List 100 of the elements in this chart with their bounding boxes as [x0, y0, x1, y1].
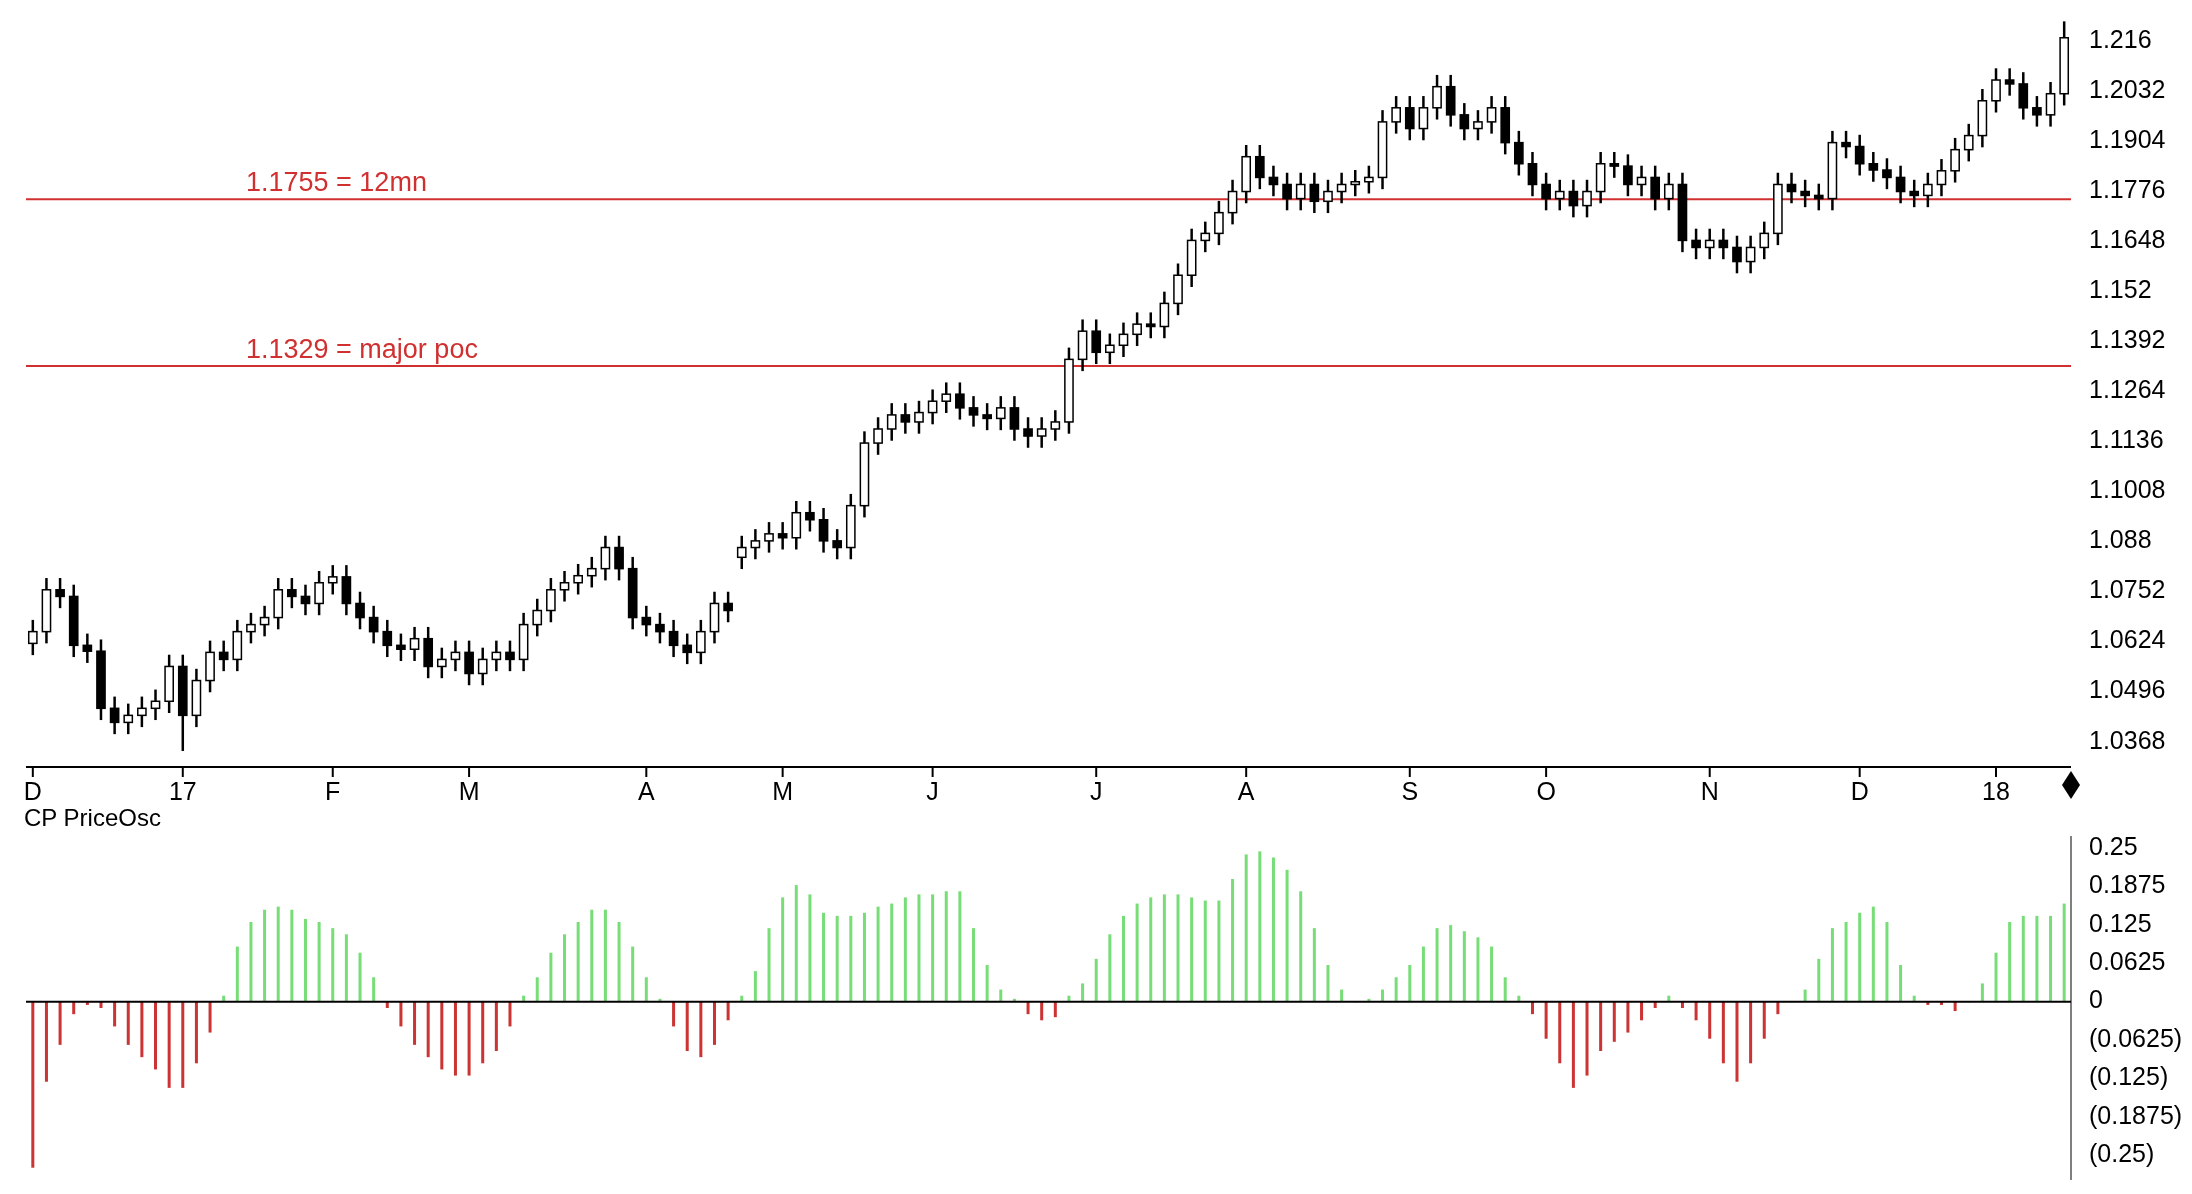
x-tick-label: M — [772, 777, 794, 805]
bar — [1571, 1001, 1575, 1088]
bar — [1462, 931, 1466, 1002]
candlestick — [314, 569, 324, 617]
candlestick — [109, 695, 120, 736]
candlestick — [1145, 311, 1156, 340]
candlestick — [436, 646, 447, 680]
candlestick — [300, 583, 311, 617]
candlestick — [1541, 171, 1551, 212]
candlestick — [477, 646, 488, 687]
x-tick-label: F — [325, 777, 341, 805]
y-tick-label: 0.125 — [2089, 908, 2152, 937]
bar — [1135, 903, 1139, 1002]
candlestick — [1309, 171, 1320, 215]
candlestick — [2032, 94, 2042, 128]
y-tick-label: 0 — [2089, 985, 2103, 1014]
candlestick — [1118, 321, 1129, 359]
y-tick-label: 1.0624 — [2089, 625, 2166, 654]
candlestick — [1636, 164, 1647, 198]
y-tick-label: (0.125) — [2089, 1062, 2169, 1091]
y-tick-label: 1.0368 — [2089, 725, 2166, 754]
candlestick — [1254, 143, 1265, 191]
y-tick-label: 1.0496 — [2089, 675, 2166, 704]
candlestick — [1732, 234, 1742, 275]
y-tick-label: 0.25 — [2089, 831, 2138, 860]
bar — [808, 894, 812, 1002]
bar — [1271, 857, 1275, 1002]
candlestick — [1132, 311, 1142, 348]
candlestick — [1650, 164, 1661, 212]
bar — [494, 1001, 498, 1051]
bar — [1762, 1001, 1766, 1039]
bar — [862, 912, 866, 1002]
candlestick — [1159, 290, 1170, 340]
candlestick — [2045, 80, 2056, 128]
candlestick — [259, 604, 270, 638]
y-tick-label: 1.216 — [2089, 24, 2152, 53]
bar — [1585, 1001, 1589, 1076]
candlestick — [886, 401, 897, 442]
bar — [958, 891, 962, 1002]
bar — [1817, 958, 1821, 1002]
candlestick — [382, 618, 393, 659]
bar — [208, 1001, 212, 1033]
candlestick — [1473, 108, 1483, 142]
bar — [303, 918, 307, 1002]
candlestick — [968, 394, 979, 428]
bar — [413, 1001, 417, 1045]
bar — [1408, 965, 1412, 1002]
bar — [985, 965, 989, 1002]
bar — [358, 952, 362, 1002]
bar — [1544, 1001, 1548, 1039]
x-tick-label: A — [1237, 777, 1255, 805]
bar — [317, 922, 321, 1002]
y-tick-label: 1.088 — [2089, 525, 2152, 554]
candlestick — [355, 590, 365, 631]
y-tick-label: 1.1648 — [2089, 224, 2166, 253]
candlestick — [1582, 178, 1592, 219]
bar — [1040, 1001, 1044, 1021]
bar — [399, 1001, 403, 1027]
chart-title: CP PriceOsc — [24, 804, 161, 831]
candlestick — [900, 401, 911, 435]
bar — [58, 1001, 62, 1045]
candlestick — [123, 702, 134, 736]
candlestick — [927, 388, 938, 426]
candlestick — [750, 527, 761, 561]
candlestick — [559, 569, 570, 603]
candlestick — [1486, 94, 1497, 135]
candlestick — [1841, 129, 1851, 160]
bar — [931, 894, 935, 1002]
candlestick — [1704, 227, 1715, 261]
bar — [1421, 946, 1425, 1002]
bar — [767, 928, 771, 1002]
x-tick-label: M — [458, 777, 480, 805]
candlestick — [409, 625, 420, 663]
candlestick — [246, 611, 256, 645]
bar — [249, 922, 253, 1002]
bar — [685, 1001, 689, 1051]
y-tick-label: 1.0752 — [2089, 575, 2166, 604]
bar — [1108, 934, 1112, 1002]
bar — [535, 977, 539, 1002]
candlestick — [1514, 129, 1524, 177]
candlestick — [368, 604, 379, 645]
candlestick — [764, 520, 774, 554]
candlestick — [1950, 136, 1960, 184]
candlestick — [532, 597, 543, 638]
candlestick — [1963, 122, 1974, 163]
bar — [263, 909, 267, 1002]
candlestick — [736, 534, 747, 571]
candlestick — [1718, 227, 1729, 261]
bar — [1121, 915, 1125, 1002]
bar — [2035, 915, 2039, 1002]
x-tick-label: 17 — [168, 777, 197, 805]
candlestick — [586, 555, 597, 589]
candlestick — [995, 394, 1006, 432]
candlestick — [1909, 178, 1920, 209]
bar — [344, 934, 348, 1002]
bar — [1626, 1001, 1630, 1033]
bar — [1844, 922, 1848, 1002]
candlestick — [287, 576, 297, 610]
bar — [917, 894, 921, 1002]
bar — [1217, 900, 1221, 1002]
